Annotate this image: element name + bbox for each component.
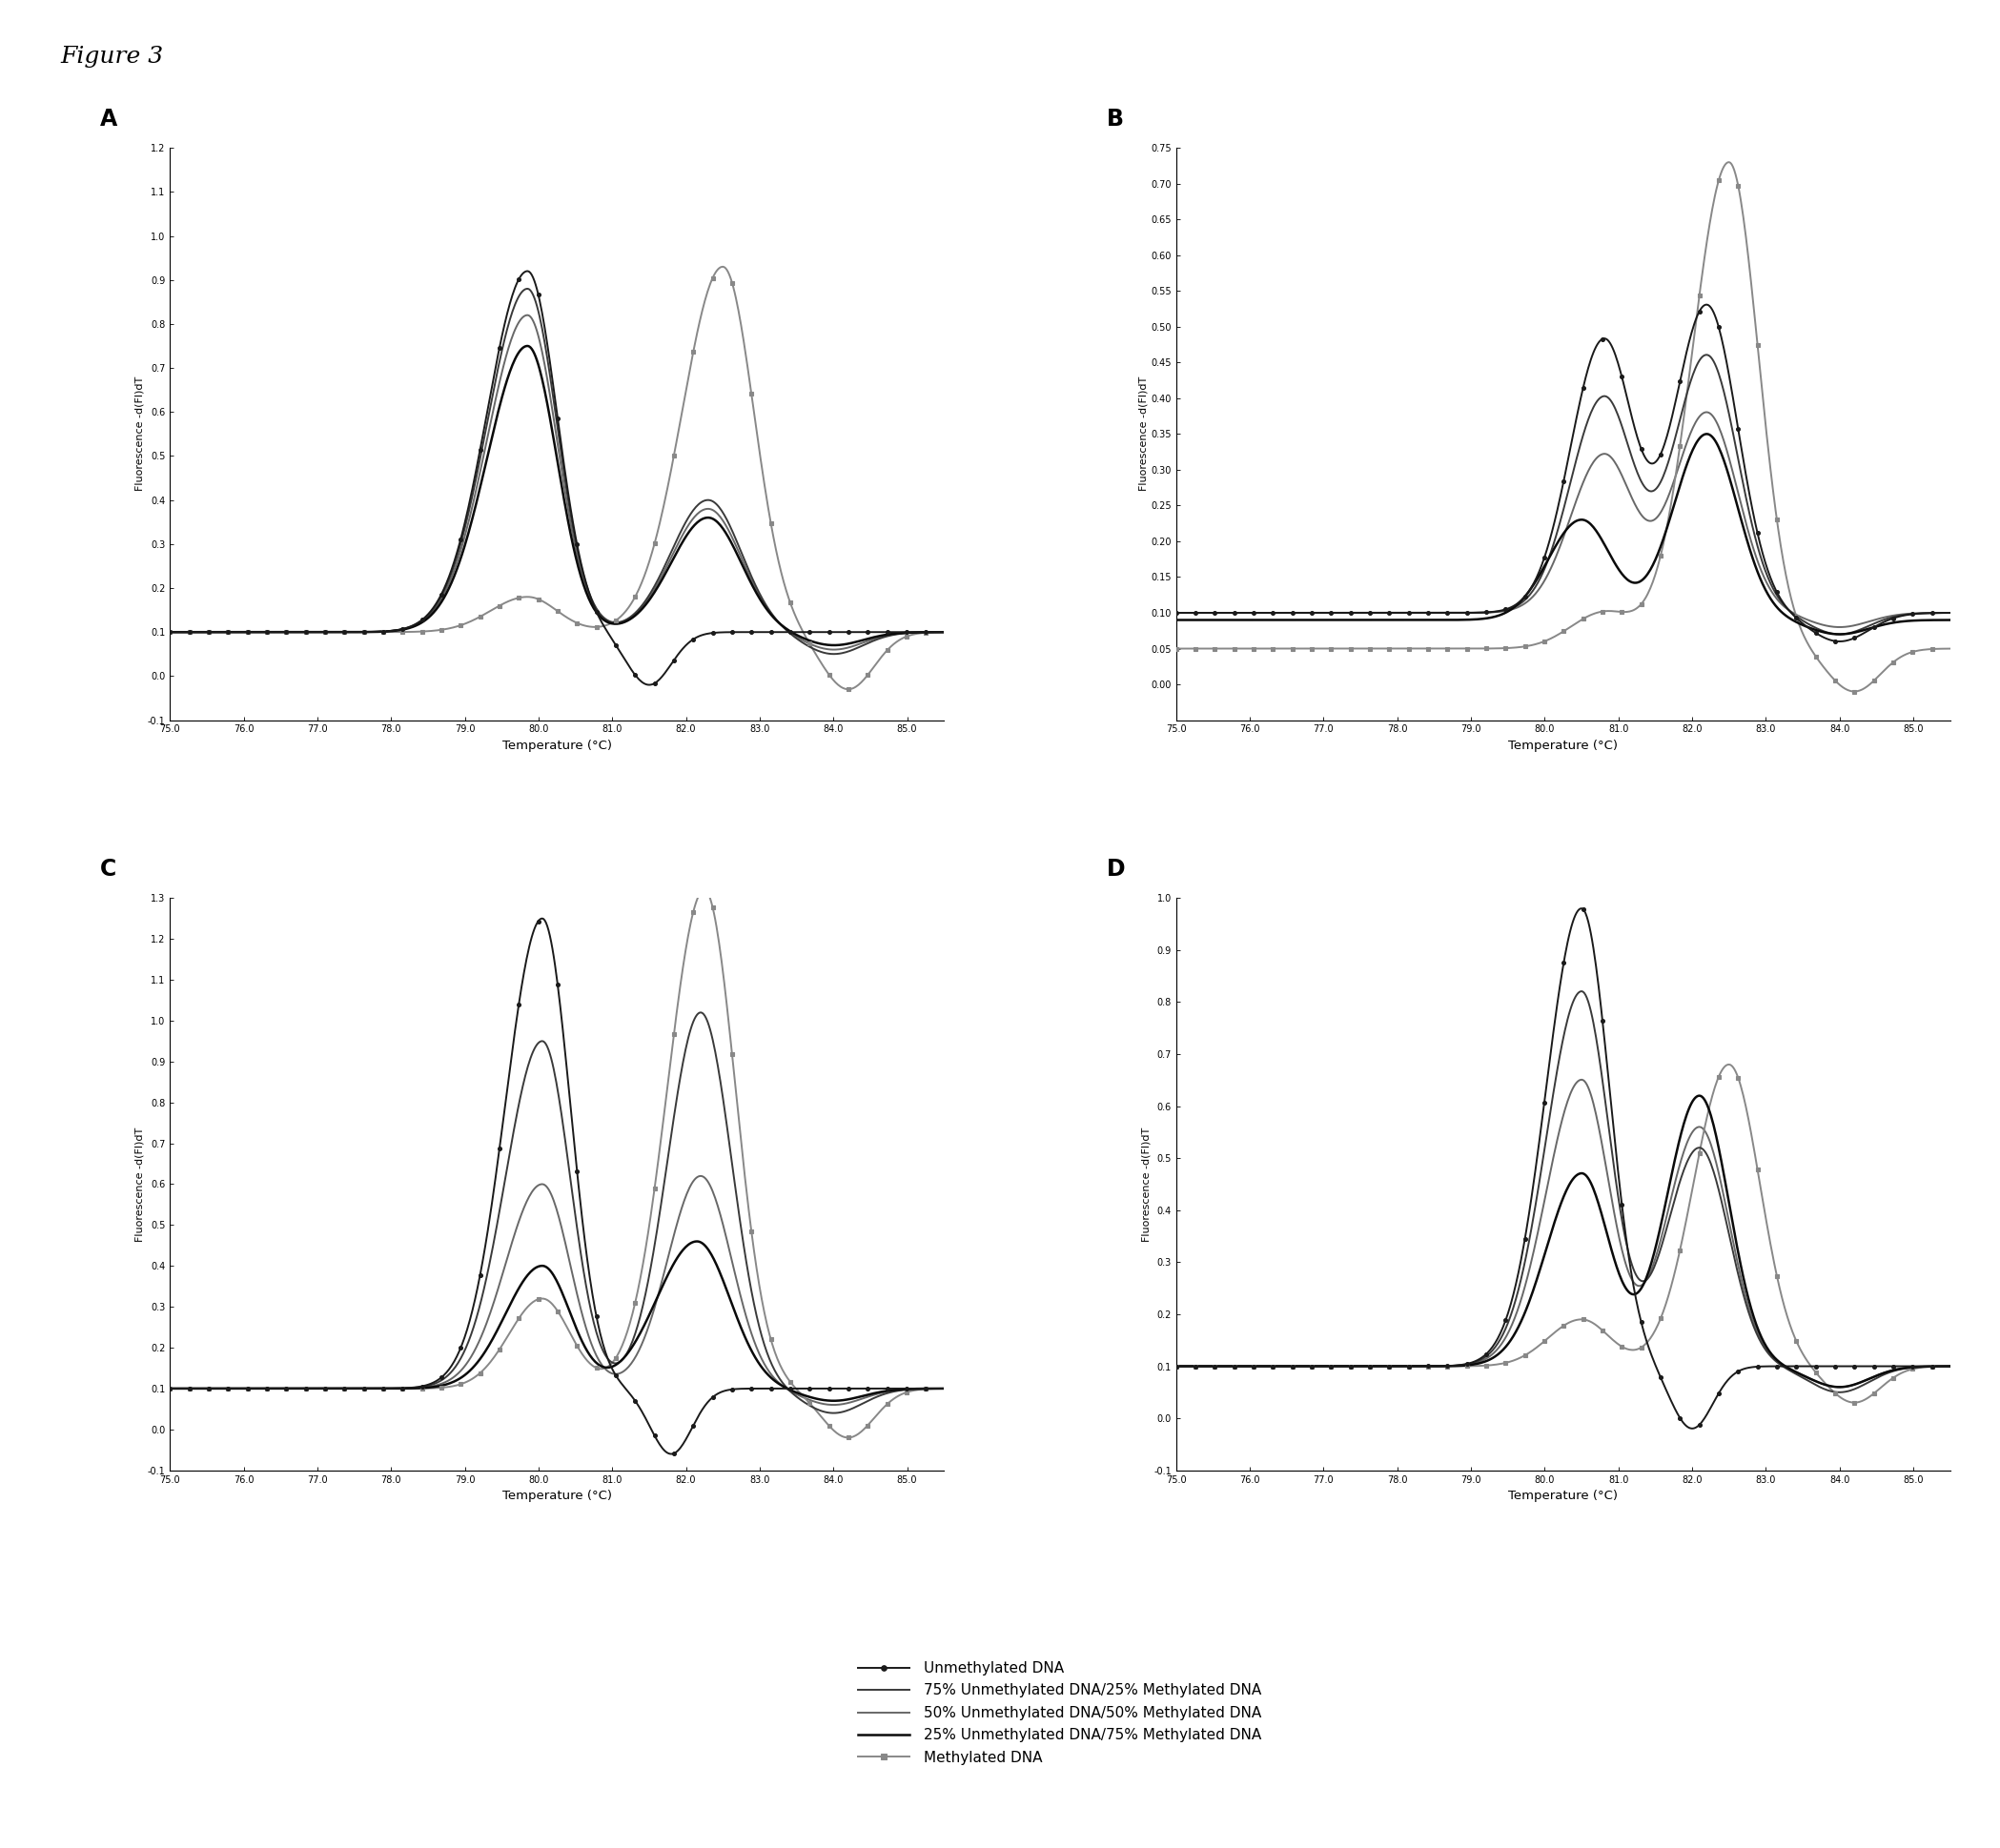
X-axis label: Temperature (°C): Temperature (°C) [1508,739,1618,752]
Text: A: A [100,107,118,131]
Legend: Unmethylated DNA, 75% Unmethylated DNA/25% Methylated DNA, 50% Unmethylated DNA/: Unmethylated DNA, 75% Unmethylated DNA/2… [852,1656,1268,1770]
Text: B: B [1106,107,1124,131]
Y-axis label: Fluorescence -d(Fl)dT: Fluorescence -d(Fl)dT [1138,377,1148,492]
X-axis label: Temperature (°C): Temperature (°C) [1508,1489,1618,1502]
Y-axis label: Fluorescence -d(Fl)dT: Fluorescence -d(Fl)dT [136,1127,144,1242]
Y-axis label: Fluorescence -d(Fl)dT: Fluorescence -d(Fl)dT [1142,1127,1150,1242]
Text: D: D [1106,857,1126,881]
X-axis label: Temperature (°C): Temperature (°C) [502,739,612,752]
Y-axis label: Fluorescence -d(Fl)dT: Fluorescence -d(Fl)dT [136,377,144,492]
X-axis label: Temperature (°C): Temperature (°C) [502,1489,612,1502]
Text: Figure 3: Figure 3 [60,46,164,68]
Text: C: C [100,857,116,881]
